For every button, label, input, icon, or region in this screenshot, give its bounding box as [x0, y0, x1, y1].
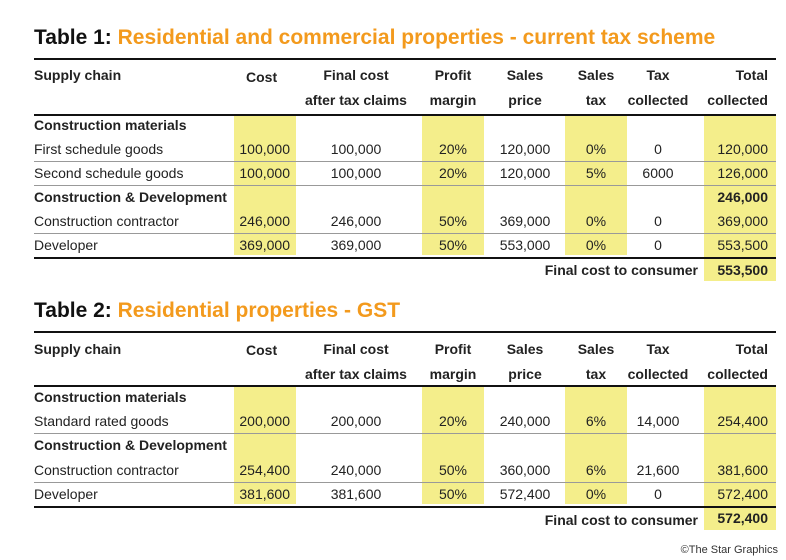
table-2: Table 2: Residential properties - GST Su… — [26, 272, 776, 542]
top-rule — [34, 331, 776, 333]
section-construction-materials: Construction materials — [34, 117, 187, 133]
row-divider — [34, 482, 776, 483]
header-supply-chain: Supply chain — [34, 341, 122, 357]
bottom-rule — [34, 257, 776, 259]
final-cost-value: 553,500 — [717, 262, 768, 278]
header-total-collected: Total collected — [707, 67, 768, 108]
row-divider — [34, 185, 776, 186]
cost-column-highlight — [234, 386, 296, 504]
header-sales-tax: Sales tax — [577, 341, 615, 382]
table-1: Table 1: Residential and commercial prop… — [26, 0, 776, 290]
section-subtotal: 246,000 — [717, 189, 768, 205]
header-tax-collected: Tax collected — [627, 341, 689, 382]
row-divider — [34, 161, 776, 162]
section-construction-materials: Construction materials — [34, 389, 187, 405]
salestax-column-highlight — [565, 386, 627, 504]
table-1-title: Table 1: Residential and commercial prop… — [34, 26, 716, 49]
header-sales-price: Sales price — [506, 67, 544, 108]
final-cost-value: 572,400 — [717, 510, 768, 526]
header-final-cost: Final cost after tax claims — [305, 67, 407, 108]
total-column-highlight — [704, 115, 776, 281]
section-construction-development: Construction & Development — [34, 437, 227, 453]
header-sales-tax: Sales tax — [577, 67, 615, 108]
header-profit: Profit margin — [429, 341, 477, 382]
profit-column-highlight — [422, 386, 484, 504]
header-rule — [34, 114, 776, 116]
header-tax-collected: Tax collected — [627, 67, 689, 108]
header-supply-chain: Supply chain — [34, 67, 122, 83]
header-cost: Cost — [246, 342, 278, 358]
section-construction-development: Construction & Development — [34, 189, 227, 205]
final-cost-label: Final cost to consumer — [544, 262, 698, 278]
row-divider — [34, 233, 776, 234]
table-2-title: Table 2: Residential properties - GST — [34, 299, 401, 322]
bottom-rule — [34, 506, 776, 508]
row-divider — [34, 433, 776, 434]
top-rule — [34, 58, 776, 60]
header-rule — [34, 385, 776, 387]
header-cost: Cost — [246, 69, 278, 85]
header-total-collected: Total collected — [707, 341, 768, 382]
graphics-credit: ©The Star Graphics — [680, 544, 778, 556]
header-final-cost: Final cost after tax claims — [305, 341, 407, 382]
header-profit: Profit margin — [429, 67, 477, 108]
final-cost-label: Final cost to consumer — [544, 512, 698, 528]
header-sales-price: Sales price — [506, 341, 544, 382]
